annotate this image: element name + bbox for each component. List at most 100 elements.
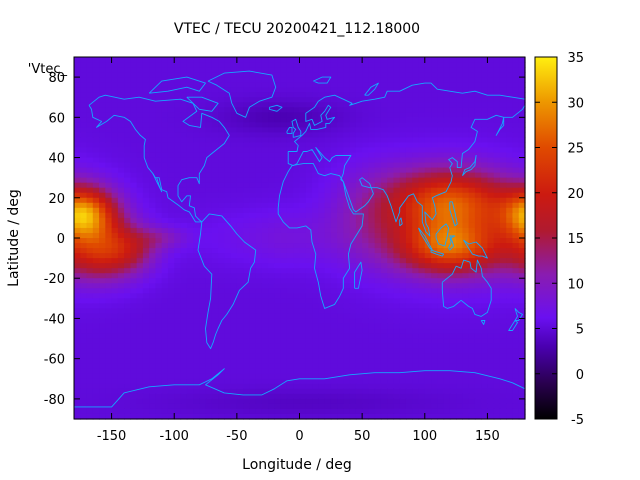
heatmap-cell [380, 112, 388, 118]
heatmap-cell [374, 142, 382, 149]
heatmap-cell [399, 117, 407, 123]
heatmap-cell [74, 268, 81, 274]
heatmap-cell [387, 248, 395, 254]
heatmap-cell [318, 258, 326, 264]
heatmap-cell [161, 207, 169, 214]
heatmap-cell [456, 258, 463, 264]
heatmap-cell [286, 67, 294, 73]
heatmap-cell [362, 318, 369, 325]
heatmap-cell [211, 323, 219, 330]
heatmap-cell [205, 393, 213, 400]
heatmap-cell [218, 162, 225, 169]
heatmap-cell [111, 152, 119, 159]
heatmap-cell [506, 62, 514, 68]
heatmap-cell [324, 393, 332, 400]
heatmap-cell [468, 298, 476, 304]
heatmap-cell [318, 248, 326, 254]
heatmap-cell [293, 202, 301, 209]
heatmap-cell [330, 232, 338, 239]
heatmap-cell [380, 383, 388, 390]
heatmap-cell [286, 127, 294, 134]
heatmap-cell [362, 313, 369, 320]
heatmap-cell [249, 238, 257, 244]
heatmap-cell [111, 187, 119, 194]
heatmap-cell [161, 117, 169, 123]
heatmap-cell [155, 278, 163, 284]
heatmap-cell [193, 92, 200, 98]
heatmap-cell [174, 212, 182, 219]
heatmap-cell [161, 232, 169, 239]
heatmap-cell [487, 147, 495, 154]
heatmap-cell [180, 353, 188, 360]
heatmap-cell [481, 303, 489, 309]
heatmap-cell [92, 117, 100, 123]
heatmap-cell [230, 182, 238, 189]
heatmap-cell [405, 328, 413, 335]
heatmap-cell [186, 72, 194, 78]
heatmap-cell [324, 222, 332, 229]
heatmap-cell [80, 57, 88, 63]
heatmap-cell [355, 92, 363, 98]
heatmap-cell [161, 152, 169, 159]
heatmap-cell [449, 182, 457, 189]
heatmap-cell [111, 343, 119, 350]
heatmap-cell [218, 97, 225, 103]
heatmap-cell [456, 232, 463, 239]
heatmap-cell [493, 82, 501, 88]
heatmap-cell [268, 308, 276, 315]
heatmap-cell [468, 268, 476, 274]
heatmap-cell [312, 147, 319, 154]
heatmap-cell [437, 293, 445, 299]
heatmap-cell [330, 172, 338, 179]
heatmap-cell [111, 303, 119, 309]
heatmap-cell [431, 82, 438, 88]
heatmap-cell [218, 147, 225, 154]
heatmap-cell [211, 363, 219, 370]
heatmap-cell [149, 102, 157, 108]
heatmap-cell [261, 127, 269, 134]
heatmap-cell [193, 222, 200, 229]
heatmap-cell [142, 328, 150, 335]
heatmap-cell [261, 258, 269, 264]
heatmap-cell [474, 197, 482, 204]
heatmap-cell [255, 308, 263, 315]
heatmap-cell [443, 217, 451, 224]
heatmap-cell [418, 318, 426, 325]
heatmap-cell [462, 288, 470, 294]
heatmap-cell [431, 348, 438, 355]
heatmap-cell [205, 92, 213, 98]
heatmap-cell [355, 318, 363, 325]
heatmap-cell [349, 82, 357, 88]
heatmap-cell [255, 383, 263, 390]
heatmap-cell [174, 373, 182, 380]
heatmap-cell [105, 157, 113, 164]
heatmap-cell [274, 87, 282, 93]
heatmap-cell [443, 388, 451, 395]
heatmap-cell [462, 167, 470, 174]
heatmap-cell [318, 308, 326, 315]
heatmap-cell [211, 192, 219, 199]
heatmap-cell [149, 72, 157, 78]
heatmap-cell [355, 368, 363, 375]
heatmap-cell [130, 82, 138, 88]
heatmap-cell [431, 137, 438, 144]
heatmap-cell [155, 212, 163, 219]
heatmap-cell [174, 268, 182, 274]
heatmap-cell [243, 227, 250, 234]
heatmap-cell [399, 122, 407, 128]
heatmap-cell [180, 298, 188, 304]
heatmap-cell [293, 328, 301, 335]
heatmap-cell [437, 172, 445, 179]
heatmap-cell [86, 388, 94, 395]
heatmap-cell [74, 147, 81, 154]
heatmap-cell [349, 283, 357, 289]
heatmap-cell [105, 227, 113, 234]
heatmap-cell [506, 338, 514, 345]
heatmap-cell [412, 328, 420, 335]
heatmap-cell [380, 152, 388, 159]
heatmap-cell [261, 107, 269, 113]
heatmap-cell [481, 328, 489, 335]
heatmap-cell [493, 72, 501, 78]
heatmap-cell [124, 87, 131, 93]
heatmap-cell [167, 338, 175, 345]
